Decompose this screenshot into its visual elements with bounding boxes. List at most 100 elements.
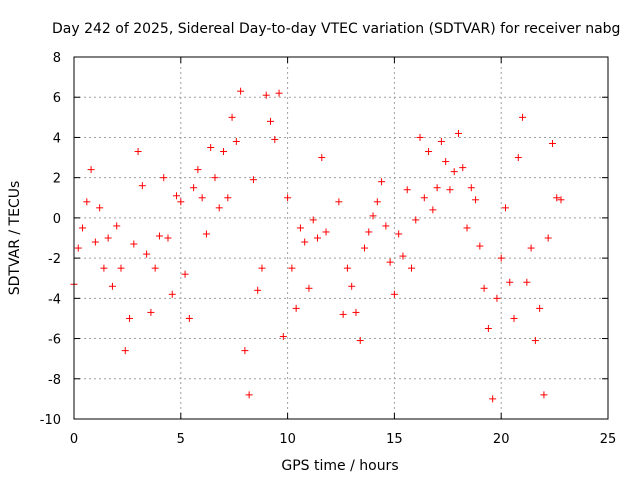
data-point — [472, 196, 480, 204]
data-point — [190, 184, 198, 192]
data-point — [548, 139, 556, 147]
y-tick-label: -6 — [48, 333, 61, 348]
data-point — [151, 264, 159, 272]
data-point — [130, 240, 138, 248]
data-point — [79, 224, 87, 232]
x-tick-label: 0 — [70, 432, 78, 447]
data-point — [177, 198, 185, 206]
x-tick-label: 15 — [386, 432, 403, 447]
data-point — [173, 192, 181, 200]
data-point — [237, 87, 245, 95]
data-point — [96, 204, 104, 212]
data-point — [194, 166, 202, 174]
data-point — [83, 198, 91, 206]
data-point — [284, 194, 292, 202]
data-point — [514, 154, 522, 162]
plot-frame — [73, 56, 609, 420]
data-point — [245, 391, 253, 399]
y-tick-label: -8 — [48, 373, 61, 388]
data-point — [510, 314, 518, 322]
y-tick-label: 2 — [53, 172, 61, 187]
data-point — [356, 337, 364, 345]
data-point — [467, 184, 475, 192]
data-point — [232, 137, 240, 145]
data-point — [267, 117, 275, 125]
data-point — [480, 284, 488, 292]
data-point — [407, 264, 415, 272]
data-point — [493, 294, 501, 302]
x-axis-label: GPS time / hours — [281, 458, 398, 474]
data-point — [198, 194, 206, 202]
data-point — [160, 174, 168, 182]
data-point — [211, 174, 219, 182]
data-point — [241, 347, 249, 355]
data-point — [442, 158, 450, 166]
data-point — [544, 234, 552, 242]
data-point — [224, 194, 232, 202]
data-point — [489, 395, 497, 403]
data-point — [164, 234, 172, 242]
data-point — [254, 286, 262, 294]
data-point — [113, 222, 121, 230]
data-point — [360, 244, 368, 252]
data-point — [275, 89, 283, 97]
data-point — [117, 264, 125, 272]
data-point — [433, 184, 441, 192]
data-point — [476, 242, 484, 250]
data-point — [339, 310, 347, 318]
x-tick-label: 5 — [177, 432, 185, 447]
data-point — [348, 282, 356, 290]
data-point — [378, 178, 386, 186]
data-point — [527, 244, 535, 252]
tick-labels: 0 5 10 15 20 25 -10 -8 -6 -4 -2 0 2 4 6 8 — [40, 51, 617, 447]
x-tick-label: 20 — [493, 432, 510, 447]
data-point — [220, 148, 228, 156]
data-point — [279, 333, 287, 341]
x-tick-label: 25 — [600, 432, 617, 447]
data-point — [553, 194, 561, 202]
data-point — [100, 264, 108, 272]
data-point — [202, 230, 210, 238]
x-tick-label: 10 — [279, 432, 296, 447]
data-point — [207, 144, 215, 151]
data-point — [249, 176, 257, 184]
data-point — [446, 186, 454, 194]
data-point — [425, 148, 433, 156]
y-tick-label: -10 — [40, 413, 61, 428]
data-point — [121, 347, 129, 355]
data-point — [134, 148, 142, 156]
data-point — [262, 91, 270, 99]
data-point — [523, 278, 531, 286]
data-point — [506, 278, 514, 286]
data-point — [258, 264, 266, 272]
data-point — [536, 304, 544, 312]
data-point — [352, 308, 360, 316]
data-point — [126, 314, 134, 322]
data-point — [497, 254, 505, 262]
data-point — [155, 232, 163, 240]
data-point — [292, 304, 300, 312]
data-point — [343, 264, 351, 272]
data-point — [416, 133, 424, 141]
data-point — [322, 228, 330, 236]
data-point — [369, 212, 377, 220]
y-tick-label: 0 — [53, 212, 61, 227]
data-point — [557, 196, 565, 204]
axis-ticks — [73, 56, 609, 420]
data-point — [185, 314, 193, 322]
grid-lines — [74, 57, 608, 419]
chart-title: Day 242 of 2025, Sidereal Day-to-day VTE… — [52, 21, 620, 37]
data-point — [540, 391, 548, 399]
data-point — [228, 113, 236, 121]
data-point — [420, 194, 428, 202]
data-point — [271, 135, 279, 143]
data-point — [108, 282, 116, 290]
data-point — [318, 154, 326, 162]
data-point — [412, 216, 420, 224]
y-tick-label: -4 — [48, 292, 61, 307]
data-point — [314, 234, 322, 242]
y-axis-label: SDTVAR / TECUs — [7, 181, 23, 296]
data-point — [403, 186, 411, 194]
data-point — [382, 222, 390, 230]
